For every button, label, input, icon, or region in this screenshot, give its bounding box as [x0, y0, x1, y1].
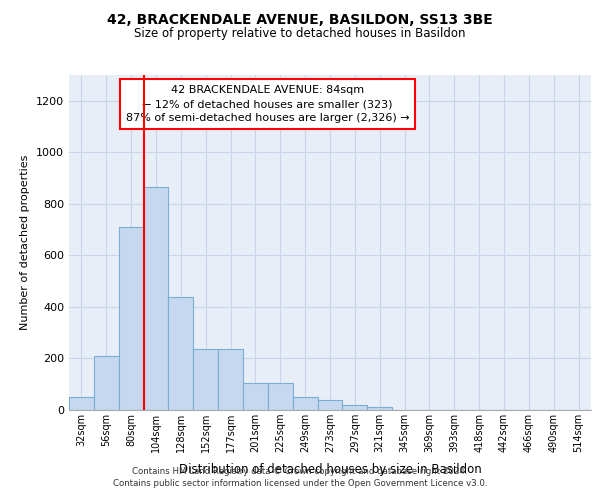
Text: Size of property relative to detached houses in Basildon: Size of property relative to detached ho… — [134, 28, 466, 40]
Bar — [94, 356, 119, 410]
Y-axis label: Number of detached properties: Number of detached properties — [20, 155, 31, 330]
Bar — [293, 397, 317, 410]
Text: 42 BRACKENDALE AVENUE: 84sqm
← 12% of detached houses are smaller (323)
87% of s: 42 BRACKENDALE AVENUE: 84sqm ← 12% of de… — [125, 85, 409, 123]
Bar — [69, 397, 94, 410]
Text: 42, BRACKENDALE AVENUE, BASILDON, SS13 3BE: 42, BRACKENDALE AVENUE, BASILDON, SS13 3… — [107, 12, 493, 26]
X-axis label: Distribution of detached houses by size in Basildon: Distribution of detached houses by size … — [179, 464, 481, 476]
Bar — [243, 383, 268, 410]
Bar — [193, 350, 218, 410]
Bar — [169, 296, 193, 410]
Bar — [367, 408, 392, 410]
Bar — [317, 400, 343, 410]
Bar — [119, 227, 143, 410]
Bar — [343, 405, 367, 410]
Bar — [268, 383, 293, 410]
Bar — [218, 350, 243, 410]
Bar — [143, 187, 169, 410]
Text: Contains HM Land Registry data © Crown copyright and database right 2024.
Contai: Contains HM Land Registry data © Crown c… — [113, 466, 487, 487]
